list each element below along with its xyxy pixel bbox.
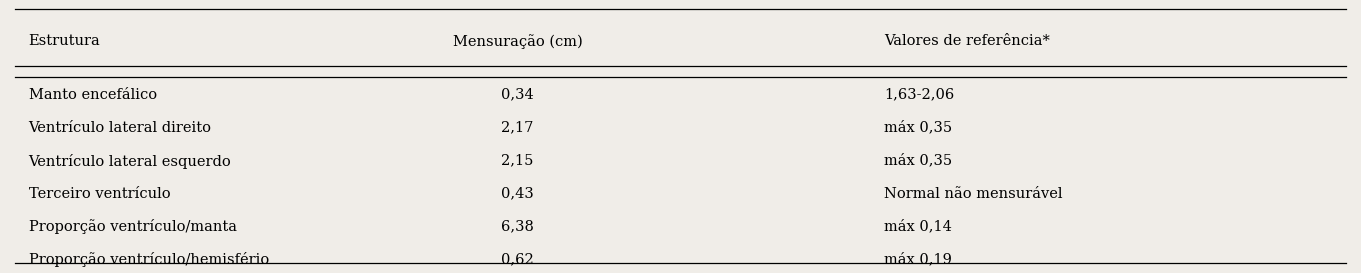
Text: Manto encefálico: Manto encefálico xyxy=(29,88,157,102)
Text: 2,17: 2,17 xyxy=(501,121,534,135)
Text: Mensuração (cm): Mensuração (cm) xyxy=(453,34,583,49)
Text: Proporção ventrículo/hemisfério: Proporção ventrículo/hemisfério xyxy=(29,253,269,268)
Text: 0,62: 0,62 xyxy=(501,253,534,266)
Text: Proporção ventrículo/manta: Proporção ventrículo/manta xyxy=(29,219,237,235)
Text: Ventrículo lateral esquerdo: Ventrículo lateral esquerdo xyxy=(29,154,231,169)
Text: 0,34: 0,34 xyxy=(501,88,534,102)
Text: 2,15: 2,15 xyxy=(501,154,534,168)
Text: máx 0,35: máx 0,35 xyxy=(885,121,953,135)
Text: 1,63-2,06: 1,63-2,06 xyxy=(885,88,954,102)
Text: máx 0,19: máx 0,19 xyxy=(885,253,953,266)
Text: máx 0,35: máx 0,35 xyxy=(885,154,953,168)
Text: Terceiro ventrículo: Terceiro ventrículo xyxy=(29,186,170,201)
Text: Ventrículo lateral direito: Ventrículo lateral direito xyxy=(29,121,211,135)
Text: 6,38: 6,38 xyxy=(501,219,534,233)
Text: máx 0,14: máx 0,14 xyxy=(885,219,953,233)
Text: Estrutura: Estrutura xyxy=(29,34,101,48)
Text: 0,43: 0,43 xyxy=(501,186,534,201)
Text: Normal não mensurável: Normal não mensurável xyxy=(885,186,1063,201)
Text: Valores de referência*: Valores de referência* xyxy=(885,34,1051,48)
